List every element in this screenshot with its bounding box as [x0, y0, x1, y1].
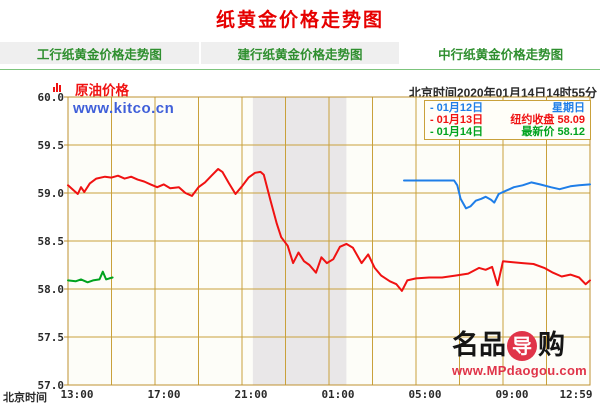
- legend-row-jan13: - 01月13日 纽约收盘 58.09: [430, 114, 585, 126]
- chart-legend: - 01月12日 星期日 - 01月13日 纽约收盘 58.09 - 01月14…: [424, 100, 591, 140]
- x-axis-tick-label: 01:00: [321, 388, 355, 401]
- x-axis-tick-label: 13:00: [60, 388, 94, 401]
- bar: [53, 87, 55, 92]
- logo-text-right: 购: [538, 330, 565, 361]
- legend-date: 01月14日: [436, 126, 484, 138]
- plot-frame: [67, 96, 591, 386]
- x-axis-prefix-label: 北京时间: [3, 392, 47, 404]
- legend-dash-icon: -: [430, 126, 434, 138]
- mpdaogou-logo: 名品 导 购: [452, 331, 587, 361]
- legend-dash-icon: -: [430, 114, 434, 126]
- tab-bar: 工行纸黄金价格走势图 建行纸黄金价格走势图 中行纸黄金价格走势图: [0, 42, 600, 64]
- series-line-jan14: [67, 270, 114, 284]
- mpdaogou-url: www.MPdaogou.com: [452, 363, 588, 378]
- tab-label: 中行纸黄金价格走势图: [438, 47, 564, 62]
- bar: [59, 85, 61, 92]
- legend-date: 01月12日: [436, 102, 484, 114]
- tab-underline-divider: [0, 69, 600, 70]
- legend-date: 01月13日: [436, 114, 484, 126]
- y-axis-tick-label: 58.0: [37, 283, 65, 296]
- y-axis-tick-label: 60.0: [37, 91, 65, 104]
- x-axis-tick-label: 21:00: [234, 388, 268, 401]
- x-axis-tick-label: 12:59: [559, 388, 593, 401]
- legend-value: 最新价 58.12: [521, 126, 585, 138]
- bar: [56, 83, 58, 92]
- tab-label: 工行纸黄金价格走势图: [36, 47, 162, 62]
- y-axis-tick-label: 59.0: [37, 187, 65, 200]
- series-line-jan12: [403, 179, 591, 210]
- series-line-jan13: [67, 168, 591, 292]
- chart-title: 原油价格: [75, 83, 129, 98]
- page-title: 纸黄金价格走势图: [215, 10, 384, 31]
- x-axis-tick-label: 17:00: [147, 388, 181, 401]
- kitco-watermark: www.kitco.cn: [73, 100, 175, 117]
- tab-label: 建行纸黄金价格走势图: [237, 47, 363, 62]
- tab-ccb-paper-gold[interactable]: 建行纸黄金价格走势图: [200, 42, 400, 64]
- legend-value: 纽约收盘 58.09: [510, 114, 585, 126]
- legend-row-jan14: - 01月14日 最新价 58.12: [430, 126, 585, 138]
- x-axis-tick-label: 09:00: [495, 388, 529, 401]
- tab-boc-paper-gold[interactable]: 中行纸黄金价格走势图: [401, 42, 600, 64]
- x-axis-tick-label: 05:00: [408, 388, 442, 401]
- legend-row-jan12: - 01月12日 星期日: [430, 102, 585, 114]
- y-axis-tick-label: 58.5: [37, 235, 65, 248]
- y-axis-tick-label: 57.0: [37, 379, 65, 392]
- price-chart-icon: [53, 81, 64, 92]
- y-axis-tick-label: 59.5: [37, 139, 65, 152]
- tab-icbc-paper-gold[interactable]: 工行纸黄金价格走势图: [0, 42, 199, 64]
- mpdaogou-watermark: 名品 导 购 www.MPdaogou.com: [452, 331, 588, 379]
- logo-text-left: 名品: [452, 330, 506, 361]
- legend-dash-icon: -: [430, 102, 434, 114]
- legend-value: 星期日: [552, 102, 585, 114]
- y-axis-tick-label: 57.5: [37, 331, 65, 344]
- logo-circle-icon: 导: [507, 331, 537, 361]
